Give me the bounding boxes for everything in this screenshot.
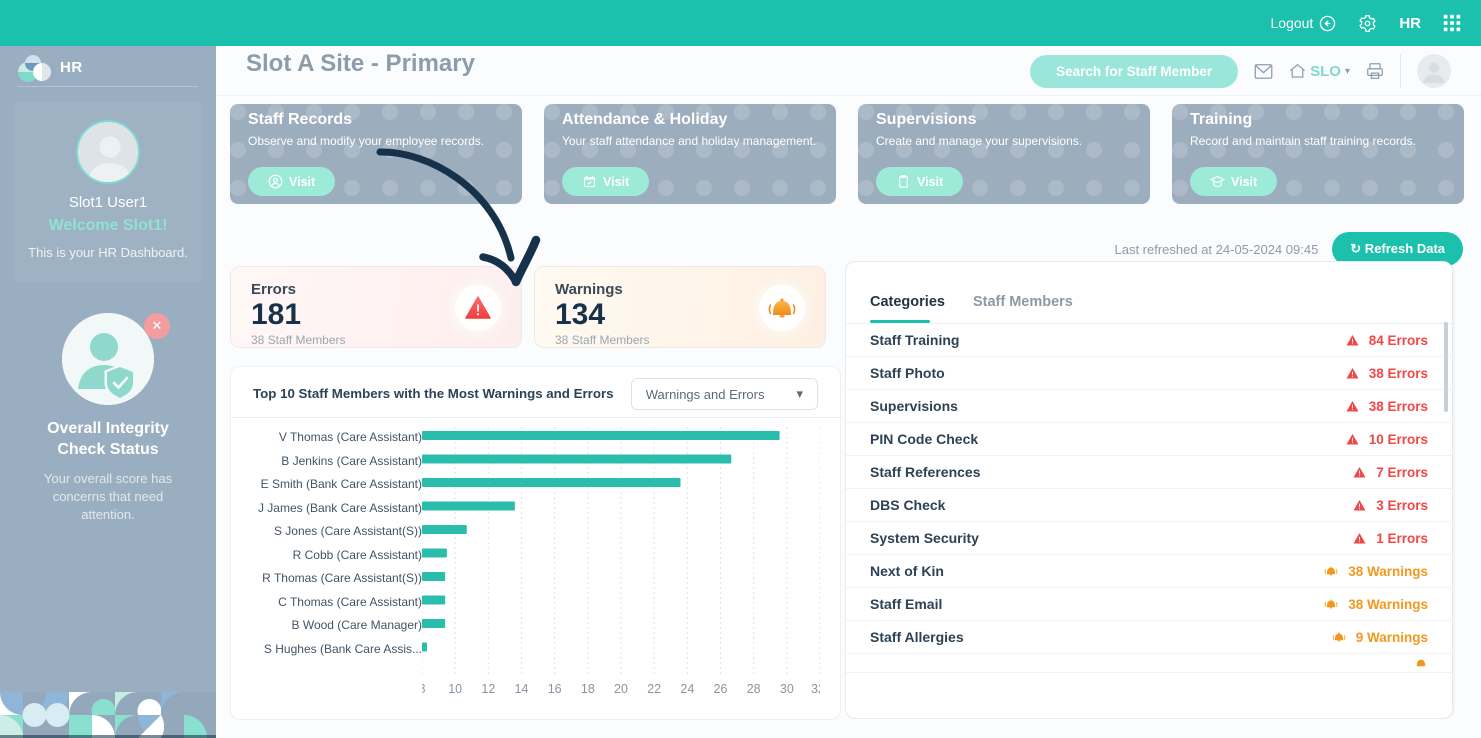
svg-text:8: 8 [422,682,426,696]
svg-text:10: 10 [448,682,462,696]
svg-text:22: 22 [647,682,661,696]
svg-text:14: 14 [515,682,529,696]
svg-text:28: 28 [747,682,761,696]
svg-text:20: 20 [614,682,628,696]
svg-text:30: 30 [780,682,794,696]
svg-text:16: 16 [548,682,562,696]
svg-text:32: 32 [811,682,820,696]
svg-text:24: 24 [680,682,694,696]
svg-text:12: 12 [481,682,495,696]
svg-text:26: 26 [714,682,728,696]
svg-text:18: 18 [581,682,595,696]
